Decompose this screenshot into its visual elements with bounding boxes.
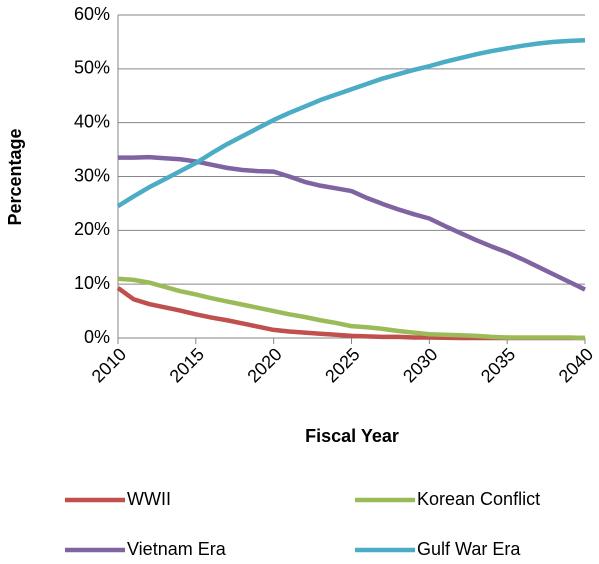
series-line: [116, 286, 585, 341]
series-line: [117, 276, 586, 341]
y-tick-label: 0%: [84, 327, 110, 347]
legend-label: Vietnam Era: [127, 539, 227, 559]
x-tick-label: 2010: [88, 344, 130, 386]
y-tick-label: 40%: [74, 111, 110, 131]
y-tick-label: 50%: [74, 58, 110, 78]
legend-label: Gulf War Era: [417, 539, 521, 559]
x-tick-label: 2025: [321, 344, 363, 386]
y-tick-label: 30%: [74, 165, 110, 185]
x-axis-title: Fiscal Year: [305, 426, 399, 446]
legend-label: WWII: [127, 489, 171, 509]
legend-label: Korean Conflict: [417, 489, 540, 509]
x-tick-label: 2020: [243, 344, 285, 386]
x-tick-label: 2040: [555, 344, 597, 386]
y-tick-label: 20%: [74, 219, 110, 239]
y-tick-label: 60%: [74, 4, 110, 24]
series-line: [116, 38, 586, 209]
x-tick-label: 2035: [477, 344, 519, 386]
y-tick-label: 10%: [74, 273, 110, 293]
y-axis-title: Percentage: [5, 128, 25, 225]
x-tick-label: 2030: [399, 344, 441, 386]
x-tick-label: 2015: [166, 344, 208, 386]
